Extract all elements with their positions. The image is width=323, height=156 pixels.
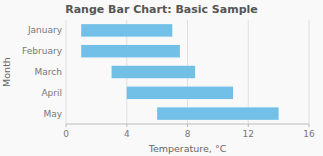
y-tick-label: March [35, 67, 62, 77]
x-tick-label: 8 [185, 129, 191, 139]
chart-svg: 0 4 8 12 16 January February March April May Tempe… [0, 0, 323, 156]
y-tick-label: January [27, 25, 63, 35]
x-axis-line [66, 124, 309, 125]
bars [81, 24, 278, 120]
x-tick-label: 16 [303, 129, 315, 139]
chart-container: 0 4 8 12 16 January February March April May Tempe… [0, 0, 323, 156]
grid [66, 20, 309, 124]
y-tick-label: April [41, 88, 62, 98]
x-tick-label: 12 [243, 129, 254, 139]
x-tick-label: 4 [124, 129, 130, 139]
range-bar [157, 107, 279, 119]
grid-line [66, 20, 67, 124]
x-tick-label: 0 [63, 129, 69, 139]
grid-line [309, 20, 310, 124]
y-tick-label: May [43, 109, 62, 119]
y-axis-label: Month [1, 57, 12, 87]
x-axis-label: Temperature, °C [148, 143, 227, 154]
range-bar [81, 24, 172, 36]
range-bar [112, 66, 196, 78]
range-bar [127, 87, 233, 99]
chart-title: Range Bar Chart: Basic Sample [65, 3, 258, 16]
y-tick-label: February [22, 46, 63, 56]
range-bar [81, 45, 180, 57]
